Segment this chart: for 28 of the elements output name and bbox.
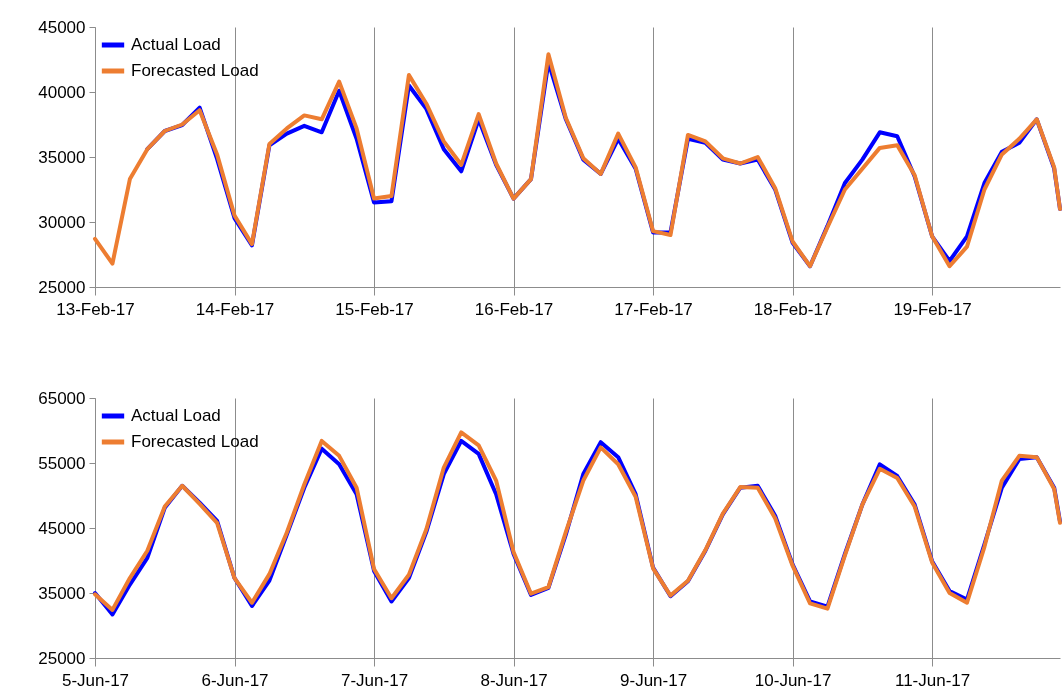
x-tick-label: 16-Feb-17 [474,299,554,319]
x-tick-label: 9-Jun-17 [620,670,688,690]
x-tick-label: 14-Feb-17 [195,299,275,319]
y-tick-label: 35000 [38,583,86,603]
y-tick-label: 45000 [38,17,86,37]
y-tick-label: 65000 [38,388,86,408]
y-tick-label: 30000 [38,212,86,232]
y-tick-label: 25000 [38,277,86,297]
x-tick-label: 7-Jun-17 [340,670,409,690]
y-tick-label: 40000 [38,82,86,102]
x-tick-label: 8-Jun-17 [480,670,548,690]
x-tick-label: 17-Feb-17 [614,299,693,319]
y-tick-label: 55000 [38,453,86,473]
x-tick-label: 18-Feb-17 [753,299,833,319]
legend-label: Forecasted Load [131,61,259,80]
x-tick-label: 10-Jun-17 [754,670,832,690]
y-tick-label: 45000 [38,518,86,538]
legend-label: Actual Load [131,406,221,425]
x-tick-label: 13-Feb-17 [56,299,135,319]
legend-label: Forecasted Load [131,432,259,451]
x-tick-label: 6-Jun-17 [201,670,269,690]
y-tick-label: 35000 [38,147,86,167]
x-tick-label: 19-Feb-17 [893,299,972,319]
legend-label: Actual Load [131,35,221,54]
x-tick-label: 11-Jun-17 [894,670,971,690]
x-tick-label: 15-Feb-17 [335,299,414,319]
x-tick-label: 5-Jun-17 [61,670,130,690]
y-tick-label: 25000 [38,648,86,668]
